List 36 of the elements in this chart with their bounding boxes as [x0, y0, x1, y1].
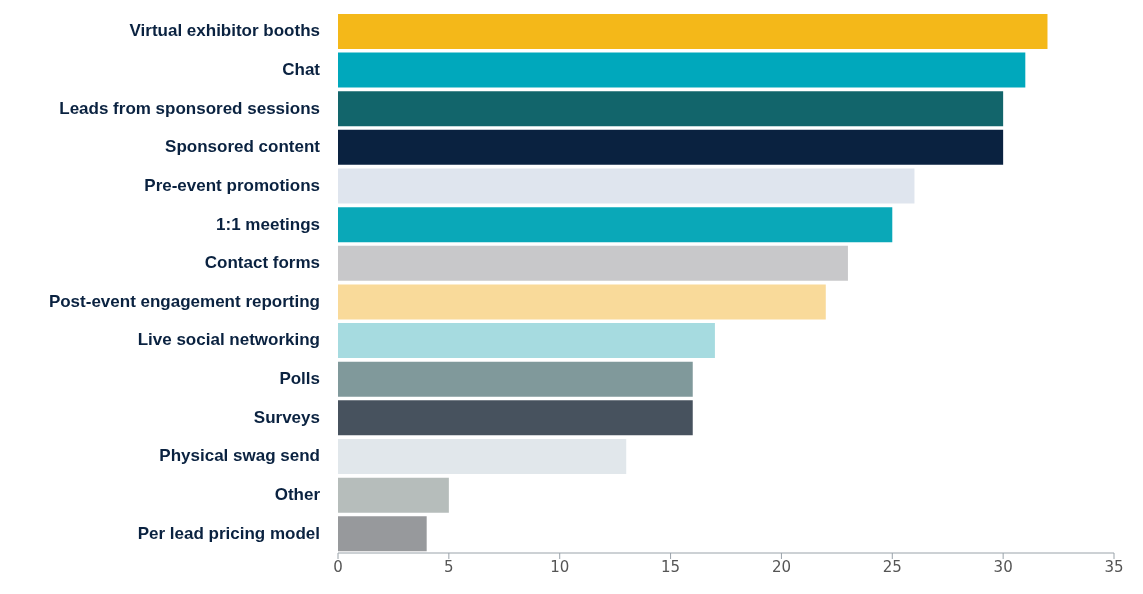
y-tick-label: Physical swag send	[159, 446, 320, 466]
x-tick-label: 5	[444, 557, 454, 576]
bar	[338, 52, 1026, 88]
x-tick-label: 15	[661, 557, 681, 576]
y-tick-label: Chat	[282, 59, 321, 79]
x-tick-label: 10	[550, 557, 570, 576]
y-tick-label: Sponsored content	[165, 137, 321, 157]
bar	[338, 516, 427, 552]
y-tick-label: 1:1 meetings	[216, 214, 320, 234]
bar	[338, 207, 893, 243]
y-tick-label: Live social networking	[137, 330, 320, 350]
y-tick-label: Other	[274, 485, 321, 505]
bar	[338, 13, 1048, 49]
bar	[338, 284, 826, 320]
bar	[338, 400, 693, 436]
y-tick-label: Virtual exhibitor booths	[129, 21, 320, 41]
x-tick-label: 30	[993, 557, 1013, 576]
bar	[338, 91, 1004, 127]
y-tick-label: Contact forms	[204, 253, 320, 273]
bar	[338, 439, 627, 474]
bar	[338, 323, 715, 359]
y-tick-label: Leads from sponsored sessions	[59, 98, 320, 118]
bar	[338, 168, 915, 204]
y-tick-label: Polls	[279, 369, 320, 389]
bar	[338, 477, 449, 513]
y-tick-label: Surveys	[253, 407, 320, 427]
bar	[338, 361, 693, 397]
bar	[338, 129, 1004, 165]
y-tick-label: Pre-event promotions	[144, 175, 320, 195]
y-tick-label: Per lead pricing model	[137, 523, 320, 543]
y-tick-label: Post-event engagement reporting	[48, 291, 320, 311]
x-tick-label: 25	[882, 557, 902, 576]
x-tick-label: 35	[1104, 557, 1124, 576]
x-tick-label: 0	[333, 557, 343, 576]
bar	[338, 245, 848, 281]
x-tick-label: 20	[771, 557, 791, 576]
